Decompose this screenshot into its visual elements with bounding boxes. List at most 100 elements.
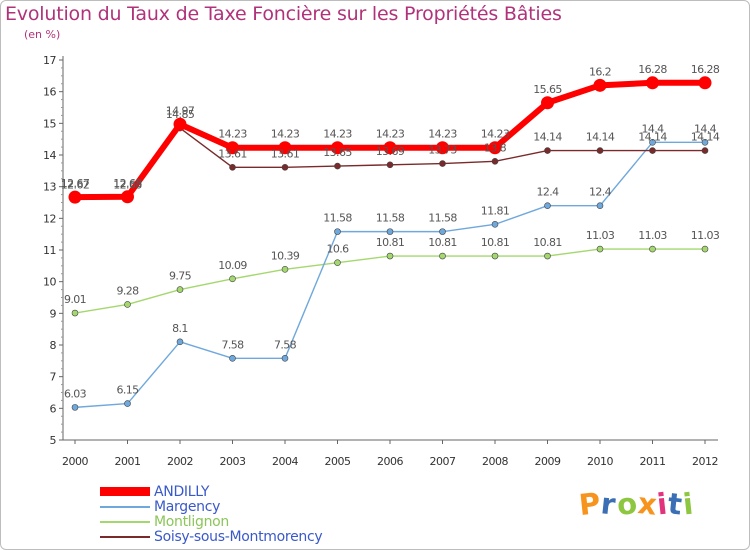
data-point — [439, 160, 446, 167]
data-label: 14.97 — [166, 104, 195, 117]
x-tick-label: 2000 — [62, 455, 88, 468]
data-label: 11.03 — [586, 229, 615, 242]
data-label: 12.63 — [113, 178, 142, 191]
legend-swatch — [100, 487, 150, 496]
x-tick-label: 2012 — [692, 455, 718, 468]
data-label: 10.81 — [533, 236, 562, 249]
data-label: 11.03 — [638, 229, 667, 242]
y-tick-label: 10 — [43, 276, 56, 289]
data-label: 13.61 — [218, 147, 247, 160]
chart-legend: ANDILLY Margency Montlignon Soisy-sous-Mont… — [100, 484, 323, 545]
data-point — [596, 202, 604, 209]
data-label: 16.28 — [691, 63, 720, 76]
data-point — [649, 147, 656, 154]
data-point — [491, 252, 499, 260]
data-point — [71, 404, 79, 411]
data-point — [544, 252, 551, 260]
data-point — [173, 117, 187, 131]
y-tick-label: 6 — [50, 402, 57, 415]
x-tick-label: 2003 — [220, 455, 246, 468]
y-tick-label: 15 — [43, 117, 56, 130]
data-point — [439, 228, 446, 235]
data-label: 12.67 — [61, 177, 90, 190]
data-label: 14.23 — [376, 128, 405, 141]
chart-title: Evolution du Taux de Taxe Foncière sur l… — [5, 3, 562, 25]
data-point — [226, 141, 239, 155]
data-label: 14.4 — [694, 122, 717, 135]
y-tick-label: 12 — [43, 212, 56, 225]
data-point — [278, 141, 292, 155]
data-point — [386, 161, 394, 169]
proxiti-logo: Proxiti — [577, 486, 695, 522]
data-point — [334, 228, 341, 235]
data-label: 14.85 — [166, 108, 195, 121]
data-label: 12.4 — [536, 186, 559, 199]
x-tick-label: 2008 — [482, 455, 508, 468]
data-label: 12.4 — [589, 186, 612, 199]
data-label: 9.75 — [169, 270, 192, 283]
data-label: 10.6 — [326, 243, 349, 256]
data-label: 12.68 — [113, 177, 142, 190]
y-tick-label: 8 — [50, 339, 57, 352]
data-point — [439, 252, 446, 260]
data-label: 14.14 — [586, 131, 615, 144]
data-label: 16.28 — [638, 63, 667, 76]
data-label: 14.23 — [323, 128, 352, 141]
legend-item: Margency — [100, 498, 322, 515]
x-tick-label: 2011 — [640, 455, 666, 468]
data-label: 11.58 — [323, 212, 352, 225]
data-label: 9.28 — [116, 284, 139, 297]
y-tick-label: 17 — [43, 54, 56, 67]
data-label: 13.73 — [428, 144, 457, 157]
data-point — [281, 354, 289, 362]
data-point — [596, 245, 604, 253]
data-point — [544, 147, 551, 154]
data-point — [229, 354, 236, 362]
data-label: 10.81 — [376, 236, 405, 249]
data-point — [229, 275, 236, 283]
legend-swatch — [100, 505, 150, 508]
data-point — [436, 141, 449, 155]
data-label: 10.09 — [218, 259, 247, 272]
data-label: 13.61 — [271, 147, 300, 160]
data-point — [649, 245, 656, 253]
data-point — [541, 96, 554, 110]
data-point — [596, 147, 604, 154]
data-label: 13.69 — [376, 145, 405, 158]
x-tick-label: 2005 — [325, 455, 351, 468]
data-label: 14.23 — [271, 128, 300, 141]
data-label: 6.03 — [64, 387, 87, 400]
y-tick-label: 16 — [43, 86, 56, 99]
data-label: 7.58 — [274, 338, 297, 351]
data-point — [491, 221, 499, 228]
data-point — [281, 164, 289, 171]
data-point — [386, 252, 394, 260]
legend-label: Margency — [154, 498, 221, 515]
data-label: 14.14 — [691, 131, 720, 144]
chart-subtitle: (en %) — [24, 28, 61, 41]
x-tick-label: 2009 — [535, 455, 561, 468]
data-point — [124, 301, 131, 308]
data-point — [646, 76, 659, 90]
data-point — [124, 400, 131, 407]
data-label: 16.2 — [589, 65, 611, 78]
data-point — [698, 76, 712, 90]
y-tick-label: 14 — [43, 149, 56, 162]
data-point — [488, 141, 502, 155]
data-point — [544, 202, 551, 209]
data-point — [71, 309, 79, 317]
data-point — [176, 286, 184, 293]
x-tick-label: 2001 — [115, 455, 141, 468]
data-label: 14.14 — [533, 131, 562, 144]
data-point — [701, 245, 709, 253]
data-point — [386, 228, 394, 235]
data-point — [281, 266, 289, 273]
legend-item: Montlignon — [100, 514, 322, 530]
data-label: 10.81 — [481, 236, 510, 249]
data-label: 9.01 — [64, 293, 86, 306]
legend-item: ANDILLY — [100, 484, 322, 500]
data-label: 14.23 — [481, 128, 510, 141]
legend-item: Soisy-sous-Montmorency — [100, 529, 323, 545]
data-label: 11.81 — [481, 204, 510, 217]
